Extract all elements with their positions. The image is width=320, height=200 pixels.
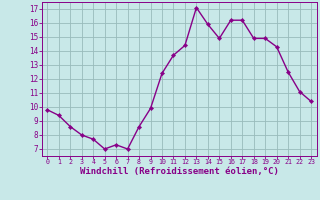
X-axis label: Windchill (Refroidissement éolien,°C): Windchill (Refroidissement éolien,°C): [80, 167, 279, 176]
